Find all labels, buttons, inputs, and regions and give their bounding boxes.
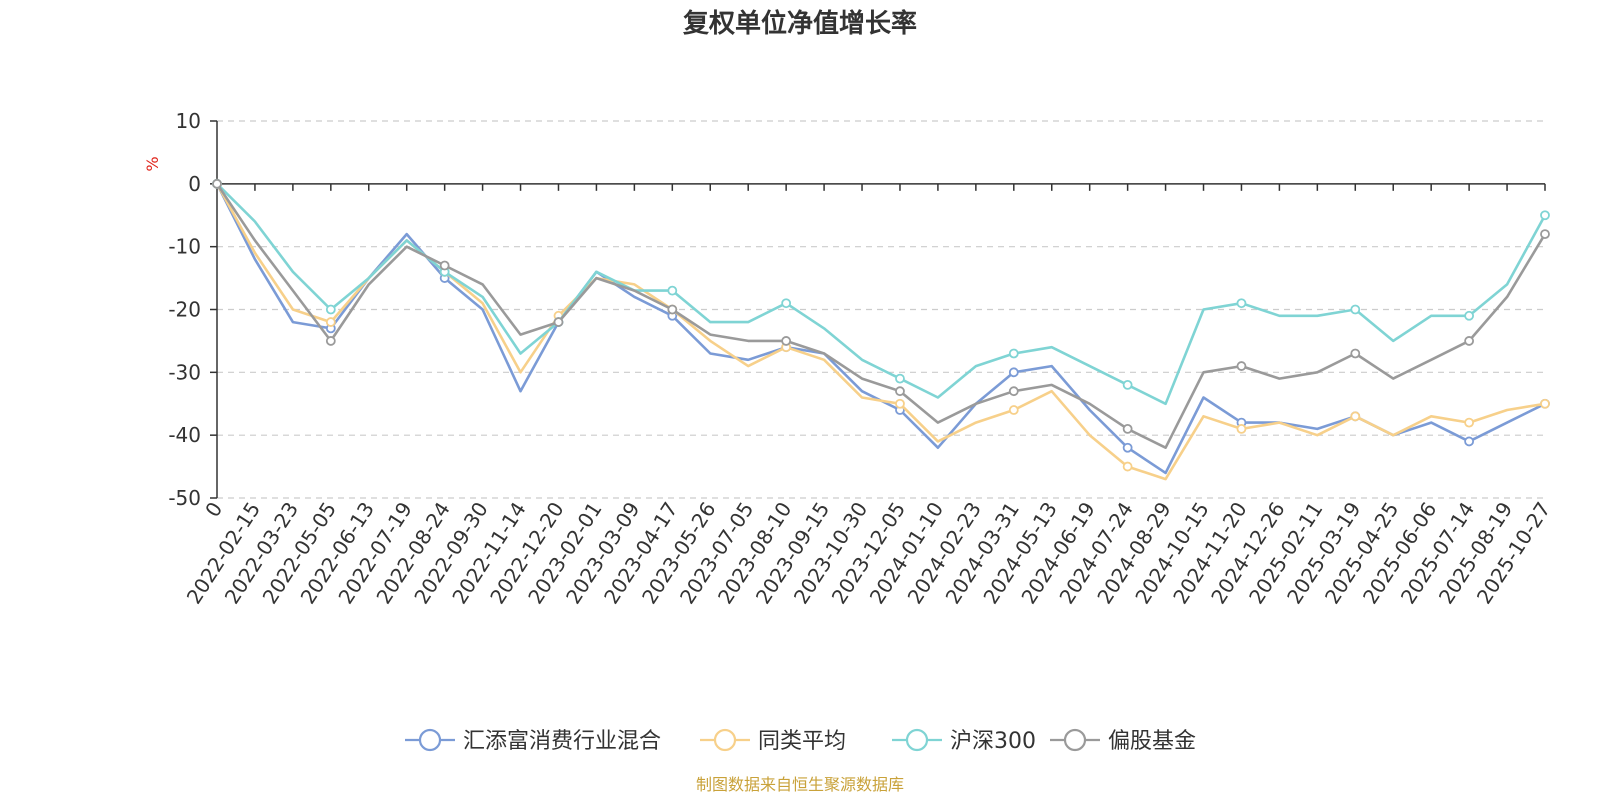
data-point	[1008, 386, 1019, 397]
data-point	[1236, 423, 1247, 434]
data-point	[1122, 442, 1133, 453]
data-point	[1350, 304, 1361, 315]
data-point	[1236, 361, 1247, 371]
legend-label: 同类平均	[758, 729, 846, 754]
legend-marker	[1063, 728, 1087, 752]
data-point	[1464, 310, 1475, 321]
data-point	[1236, 298, 1247, 309]
data-point	[1008, 405, 1019, 415]
data-point	[212, 178, 222, 189]
series-group	[212, 178, 1550, 481]
data-point	[895, 373, 905, 384]
data-point	[1350, 411, 1361, 422]
legend-item[interactable]: 偏股基金	[1050, 728, 1196, 754]
data-point	[781, 336, 792, 346]
data-point	[1464, 336, 1475, 346]
y-tick-label: -10	[168, 235, 201, 259]
y-tick-label: -30	[168, 360, 201, 384]
y-tick-labels: 10 0 -10 -20 -30 -40 -50	[168, 109, 201, 510]
source-note: 制图数据来自恒生聚源数据库	[696, 775, 904, 794]
data-point	[325, 304, 336, 315]
y-tick-label: -20	[168, 298, 201, 322]
y-tick-label: -40	[168, 423, 201, 447]
data-point	[895, 386, 905, 397]
data-point	[1008, 348, 1019, 359]
legend-marker	[905, 728, 929, 752]
series-line	[216, 182, 1547, 406]
y-tick-label: 10	[176, 109, 201, 133]
data-point	[1122, 379, 1133, 390]
legend-label: 沪深300	[950, 729, 1036, 754]
data-point	[1350, 348, 1361, 359]
y-axis-unit: %	[143, 156, 162, 171]
data-point	[553, 317, 564, 327]
data-point	[1008, 367, 1019, 378]
legend-marker	[418, 728, 442, 752]
legend-label: 偏股基金	[1108, 729, 1196, 754]
legend-item[interactable]: 同类平均	[700, 728, 846, 754]
data-point	[325, 336, 336, 346]
data-point	[1464, 417, 1475, 428]
data-point	[1540, 398, 1550, 409]
legend-item[interactable]: 汇添富消费行业混合	[405, 728, 661, 754]
grid-lines	[210, 120, 1545, 499]
data-point	[1464, 436, 1475, 447]
x-tick-labels: 02022-02-152022-03-232022-05-052022-06-1…	[182, 498, 1555, 609]
y-tick-label: -50	[168, 486, 201, 510]
data-point	[1540, 210, 1550, 221]
legend-label: 汇添富消费行业混合	[463, 729, 661, 754]
data-point	[1122, 461, 1133, 472]
data-point	[667, 285, 678, 296]
data-point	[1122, 423, 1133, 434]
chart-title: 复权单位净值增长率	[683, 8, 917, 39]
data-point	[667, 304, 678, 315]
legend: 汇添富消费行业混合 同类平均 沪深300 偏股基金	[405, 728, 1196, 754]
data-point	[1540, 229, 1550, 240]
legend-marker	[713, 728, 737, 752]
legend-item[interactable]: 沪深300	[892, 728, 1036, 754]
data-point	[325, 317, 336, 327]
series-line	[215, 183, 1546, 475]
data-point	[781, 298, 792, 309]
x-tick-label: 0	[200, 498, 227, 522]
data-point	[439, 260, 450, 271]
y-tick-label: 0	[188, 172, 201, 196]
data-point	[895, 398, 905, 409]
series-line	[215, 183, 1547, 450]
